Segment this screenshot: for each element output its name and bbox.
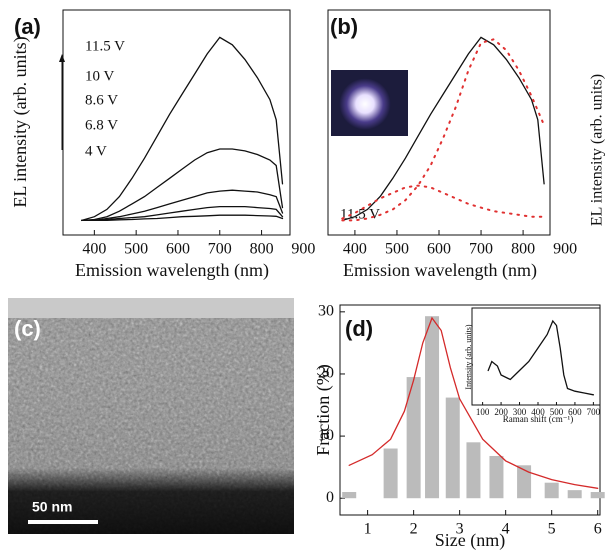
x-tick-label: 800	[511, 241, 535, 258]
data-line	[81, 36, 284, 222]
x-tick-label: 4	[502, 521, 510, 538]
y-tick-label: 10	[318, 427, 334, 444]
panel-label: (b)	[330, 14, 358, 39]
data-line	[81, 189, 284, 222]
x-tick-label: 700	[469, 241, 493, 258]
y-axis-label: Intensity (arb. units)	[464, 324, 473, 389]
panel-label: (a)	[14, 14, 41, 39]
x-axis-label: Raman shift (cm⁻¹)	[503, 414, 573, 424]
series-label: 10 V	[85, 68, 114, 84]
cropped-label: EL intensity (arb. units)	[589, 74, 606, 226]
y-axis-label: EL intensity (arb. units)	[10, 36, 31, 207]
x-axis-label: Size (nm)	[435, 530, 505, 551]
tem-image: (c) 50 nm	[8, 298, 294, 534]
x-tick-label: 400	[343, 241, 367, 258]
bar	[342, 492, 357, 499]
x-tick-label: 700	[208, 241, 232, 258]
x-tick-label: 200	[494, 407, 508, 417]
series-label: 11.5 V	[340, 206, 380, 222]
x-tick-label: 700	[587, 407, 601, 417]
x-tick-label: 3	[456, 521, 464, 538]
fit-curve	[348, 316, 599, 489]
x-tick-label: 500	[385, 241, 409, 258]
plot-frame	[339, 304, 601, 516]
bar	[425, 316, 440, 499]
bar	[544, 482, 559, 499]
bar	[466, 442, 481, 499]
data-line	[487, 319, 595, 396]
x-tick-label: 500	[550, 407, 564, 417]
x-tick-label: 900	[291, 241, 315, 258]
y-tick-label: 30	[318, 303, 334, 320]
x-axis-label: Emission wavelength (nm)	[343, 260, 537, 281]
y-axis-label: Fraction (%)	[313, 364, 334, 455]
data-line	[81, 205, 284, 222]
plot-frame	[62, 9, 291, 236]
data-line	[81, 214, 284, 222]
panel-label: (d)	[345, 316, 373, 341]
data-line	[81, 148, 284, 222]
x-tick-label: 5	[548, 521, 556, 538]
bar	[489, 455, 504, 499]
scale-bar-label: 50 nm	[32, 499, 72, 515]
series-label: 11.5 V	[85, 38, 125, 54]
x-tick-label: 6	[594, 521, 602, 538]
panel-label: (c)	[14, 316, 41, 341]
bar	[517, 465, 532, 499]
y-tick-label: 0	[326, 489, 334, 506]
x-tick-label: 2	[410, 521, 418, 538]
data-line	[341, 38, 546, 222]
series-label: 8.6 V	[85, 92, 118, 108]
x-tick-label: 800	[250, 241, 274, 258]
inset-frame	[471, 307, 601, 406]
x-tick-label: 400	[82, 241, 106, 258]
x-tick-label: 600	[427, 241, 451, 258]
bar	[383, 448, 398, 499]
data-line	[341, 36, 545, 222]
x-tick-label: 900	[553, 241, 577, 258]
x-tick-label: 400	[531, 407, 545, 417]
x-tick-label: 500	[124, 241, 148, 258]
bar	[590, 492, 605, 499]
x-tick-label: 300	[513, 407, 527, 417]
x-tick-label: 600	[568, 407, 582, 417]
series-label: 6.8 V	[85, 117, 118, 133]
y-tick-label: 20	[318, 365, 334, 382]
x-tick-label: 600	[166, 241, 190, 258]
bar	[406, 377, 421, 499]
arrow-head	[59, 54, 65, 62]
x-tick-label: 100	[476, 407, 490, 417]
x-axis-label: Emission wavelength (nm)	[75, 260, 269, 281]
series-label: 4 V	[85, 143, 107, 159]
bar	[567, 490, 582, 499]
bar	[445, 397, 460, 499]
inset-photo	[331, 70, 408, 136]
x-tick-label: 1	[364, 521, 372, 538]
